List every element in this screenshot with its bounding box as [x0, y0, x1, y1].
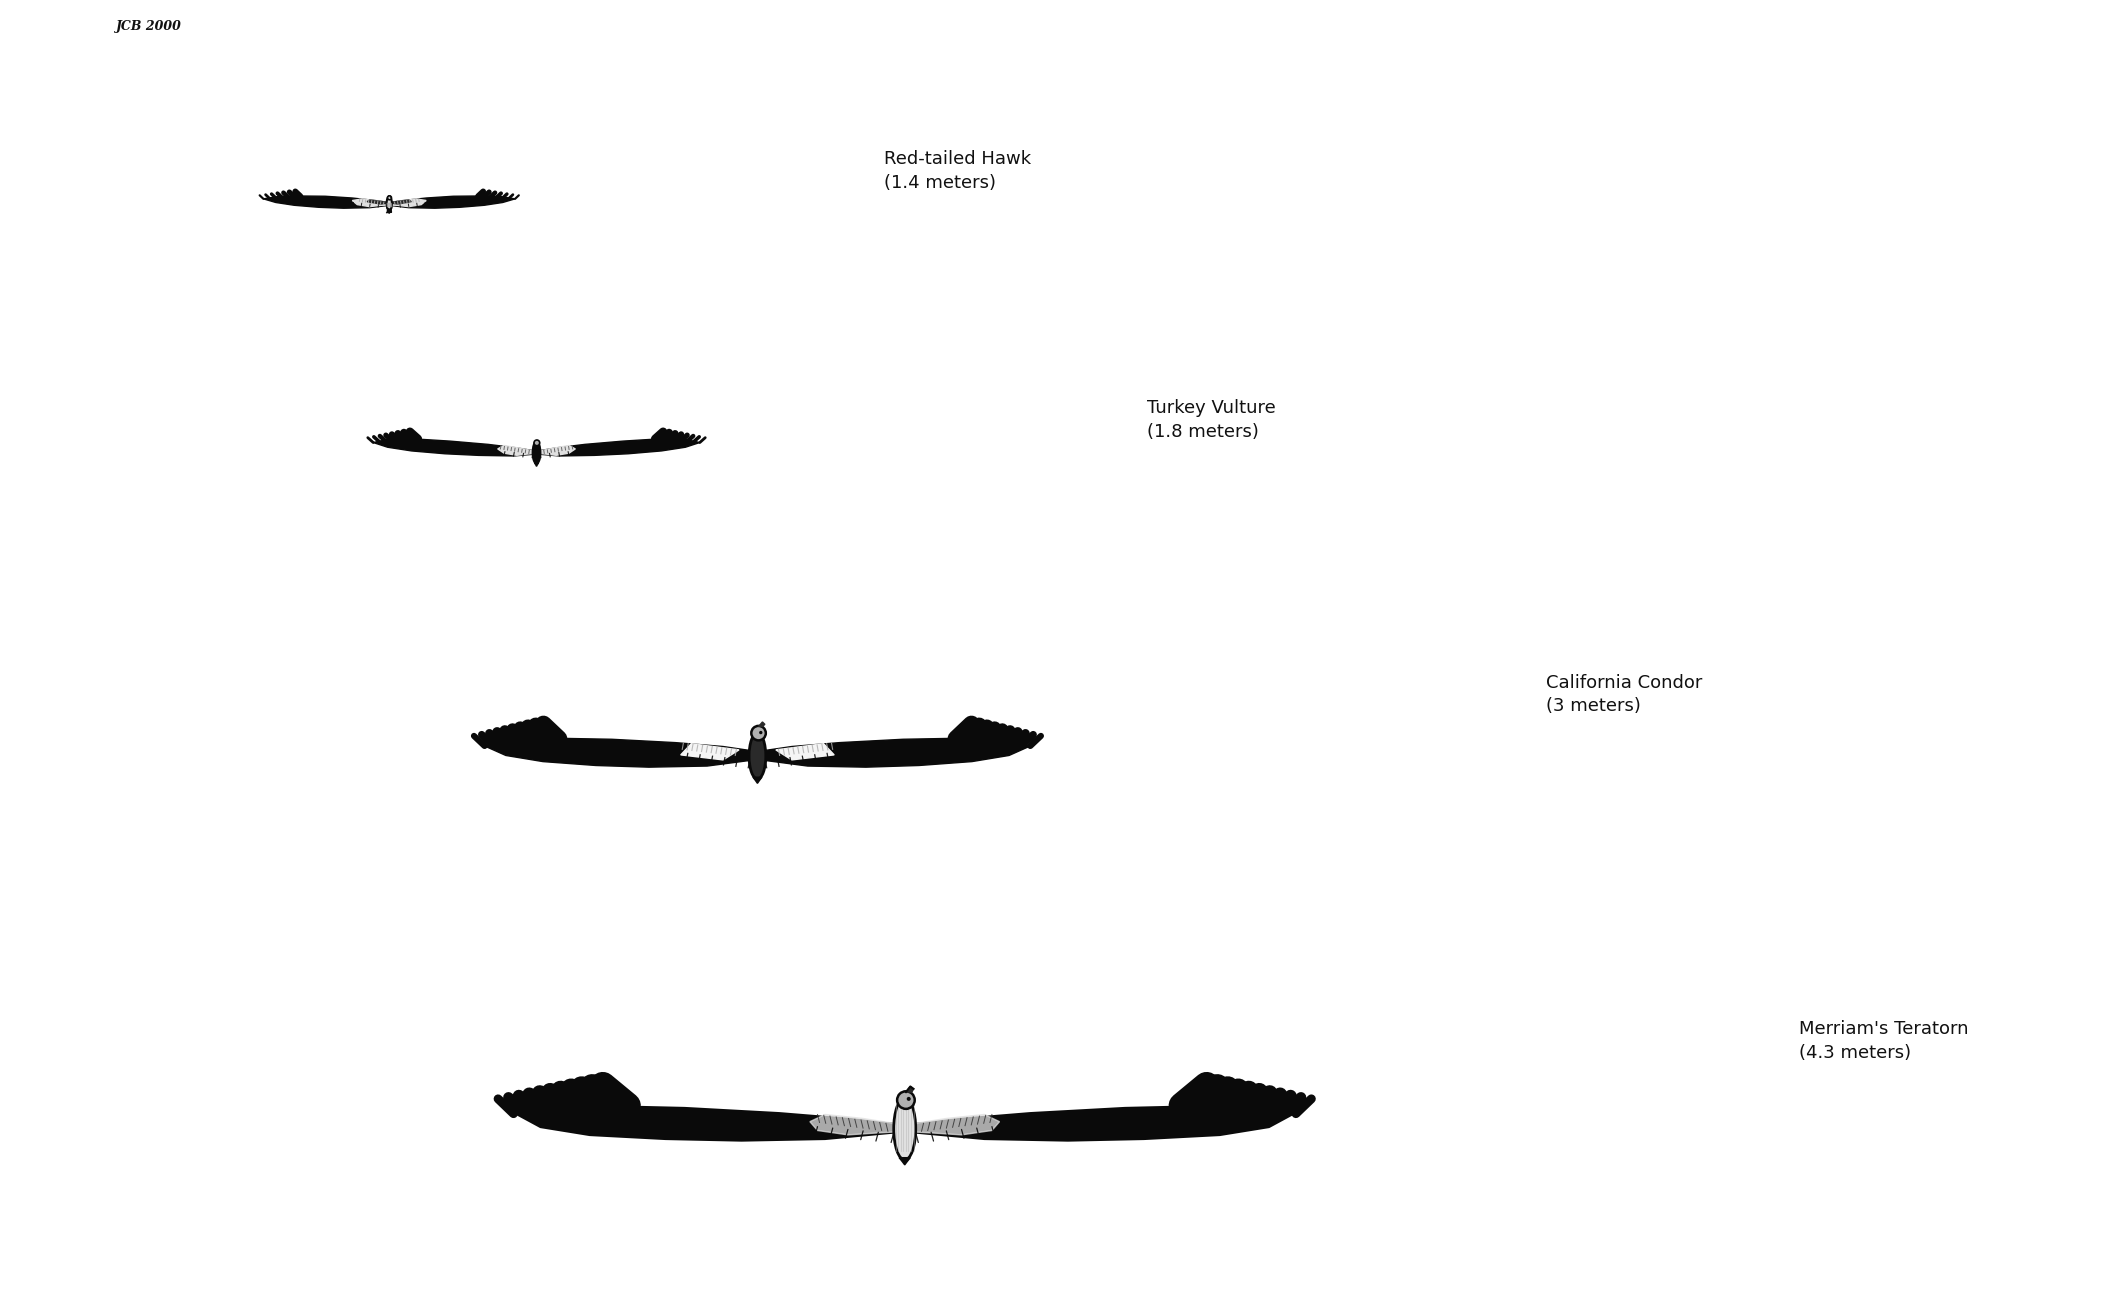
- Polygon shape: [776, 744, 833, 760]
- Polygon shape: [766, 738, 1031, 768]
- Circle shape: [760, 731, 762, 734]
- Text: California Condor
(3 meters): California Condor (3 meters): [1546, 674, 1702, 715]
- Circle shape: [387, 196, 391, 200]
- Polygon shape: [499, 446, 532, 455]
- Polygon shape: [541, 438, 701, 456]
- Polygon shape: [534, 463, 539, 467]
- Ellipse shape: [749, 732, 766, 780]
- Polygon shape: [391, 200, 412, 204]
- Polygon shape: [541, 446, 574, 455]
- Polygon shape: [915, 1105, 1296, 1142]
- Polygon shape: [387, 211, 391, 213]
- Text: JCB 2000: JCB 2000: [116, 20, 181, 33]
- Polygon shape: [760, 722, 764, 726]
- Polygon shape: [391, 199, 427, 207]
- Text: Turkey Vulture
(1.8 meters): Turkey Vulture (1.8 meters): [1147, 399, 1275, 441]
- Text: Merriam's Teratorn
(4.3 meters): Merriam's Teratorn (4.3 meters): [1799, 1020, 1969, 1062]
- Ellipse shape: [894, 1097, 915, 1160]
- Circle shape: [907, 1097, 911, 1101]
- Polygon shape: [484, 738, 749, 768]
- Circle shape: [534, 439, 541, 446]
- Polygon shape: [372, 438, 532, 456]
- Polygon shape: [907, 1087, 913, 1092]
- Polygon shape: [898, 1158, 911, 1165]
- Ellipse shape: [532, 442, 541, 463]
- Polygon shape: [263, 196, 387, 208]
- Polygon shape: [513, 1105, 894, 1142]
- Polygon shape: [915, 1114, 999, 1135]
- Circle shape: [896, 1091, 915, 1109]
- Polygon shape: [753, 777, 762, 783]
- Polygon shape: [682, 744, 739, 760]
- Polygon shape: [351, 199, 387, 207]
- Polygon shape: [391, 196, 515, 208]
- Polygon shape: [366, 200, 387, 204]
- Circle shape: [751, 726, 766, 740]
- Polygon shape: [810, 1114, 894, 1135]
- Text: Red-tailed Hawk
(1.4 meters): Red-tailed Hawk (1.4 meters): [884, 150, 1031, 192]
- Ellipse shape: [387, 196, 391, 211]
